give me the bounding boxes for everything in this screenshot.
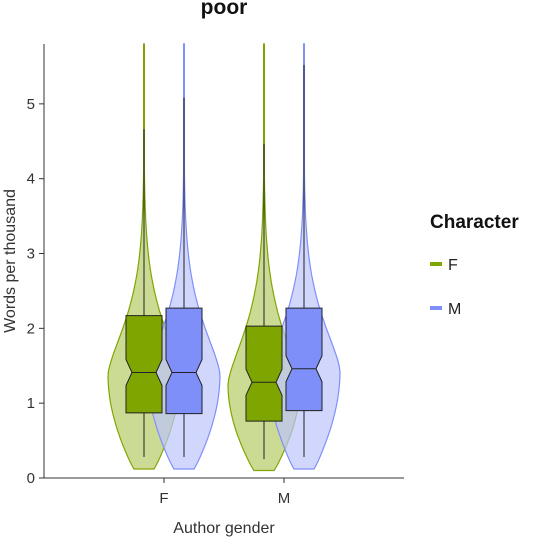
y-tick-label: 2 (27, 320, 35, 337)
box-f-f (125, 315, 163, 414)
box-m-f (165, 307, 203, 415)
legend-label-m: M (448, 301, 461, 318)
boxplot-layer (125, 64, 323, 460)
box-f-m (245, 325, 283, 422)
y-tick-label: 4 (27, 171, 35, 188)
y-axis-ticks: 0 1 2 3 4 5 (27, 96, 44, 487)
box-m-m (285, 307, 323, 412)
legend: Character F M (430, 212, 519, 318)
legend-label-f: F (448, 257, 458, 274)
y-tick-label: 0 (27, 470, 35, 487)
chart-title: poor (201, 0, 248, 19)
x-axis-label: Author gender (173, 520, 275, 537)
x-tick-label: F (159, 490, 168, 507)
legend-title: Character (430, 212, 519, 233)
y-tick-label: 3 (27, 246, 35, 263)
x-tick-label: M (278, 490, 291, 507)
y-tick-label: 1 (27, 395, 35, 412)
y-axis-label: Words per thousand (2, 189, 19, 333)
y-tick-label: 5 (27, 96, 35, 113)
